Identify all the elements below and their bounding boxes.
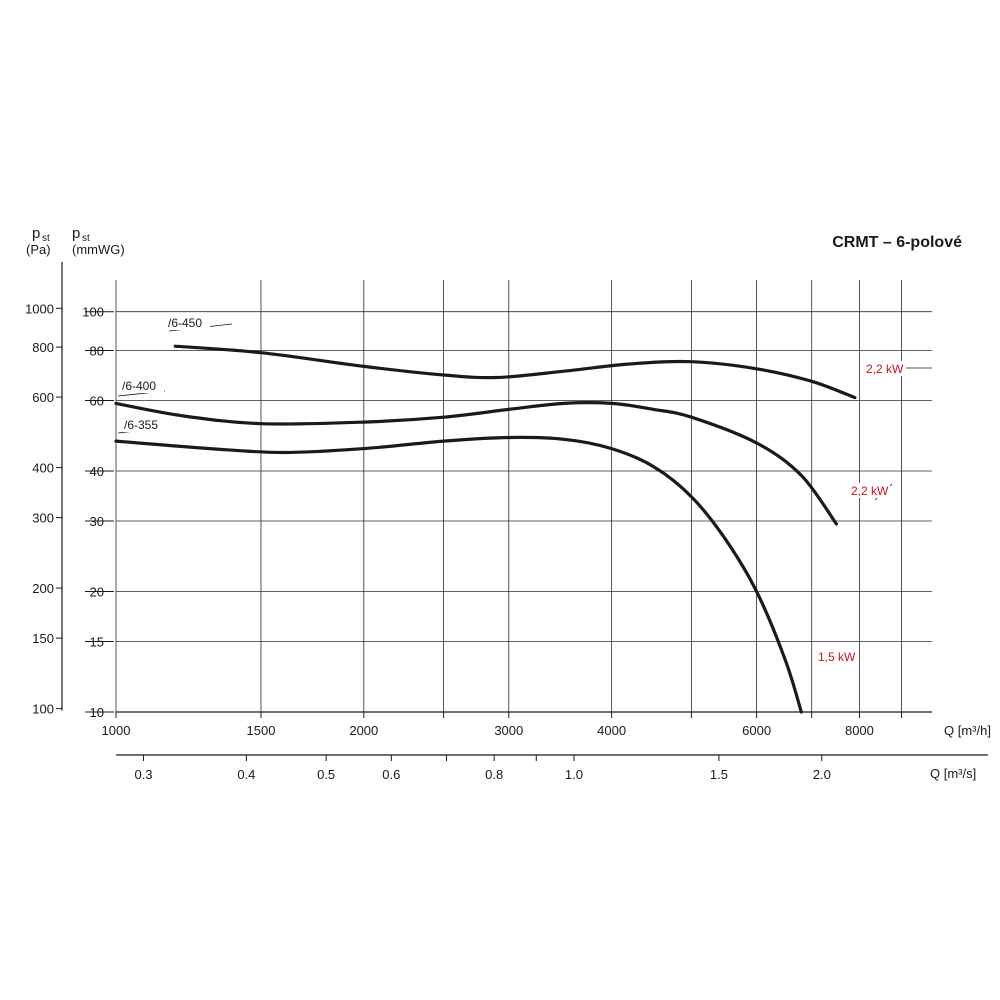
series-line — [114, 435, 803, 714]
y-mmwg-tick-label: 30 — [90, 514, 104, 529]
y-mmwg-tick-label: 60 — [90, 394, 104, 409]
x2-tick-label: 0.8 — [485, 767, 503, 782]
y-left-subscript: st — [42, 233, 50, 244]
x-axis-label: Q [m³/h] — [944, 723, 991, 738]
y-pa-tick-label: 1000 — [25, 301, 54, 316]
series-6-355: /6-355 1,5 kW — [114, 418, 857, 714]
x2-axis-label: Q [m³/s] — [930, 766, 976, 781]
x-tick-label: 1000 — [102, 723, 131, 738]
series: /6-450 2,2 kW/6-400 2,2 kW/6-355 1,5 kW — [114, 316, 932, 714]
y-pa-tick-label: 150 — [32, 631, 54, 646]
grid — [115, 280, 932, 713]
y-mmwg-tick-label: 20 — [90, 584, 104, 599]
y-pa-tick-label: 400 — [32, 461, 54, 476]
series-name-label: /6-400 — [122, 379, 156, 393]
y-pa-tick-label: 300 — [32, 511, 54, 526]
y-pa-tick-label: 200 — [32, 581, 54, 596]
y-right-unit: (mmWG) — [72, 242, 125, 257]
x2-tick-label: 0.3 — [134, 767, 152, 782]
y-mmwg-tick-label: 10 — [90, 705, 104, 720]
power-label-bg — [848, 483, 890, 498]
axes: 10 15 20 30 40 60 80 100 100 150 200 300 400 600 800 10… — [25, 262, 988, 782]
series-label-bg — [122, 418, 166, 432]
series-label-bg — [120, 379, 164, 393]
y-mmwg-tick-label: 15 — [90, 635, 104, 650]
y-right-subscript: st — [82, 233, 90, 244]
power-label: 2,2 kW — [851, 484, 889, 498]
series-label-bg — [166, 316, 210, 330]
x-tick-label: 8000 — [845, 723, 874, 738]
y-left-symbol: p — [32, 225, 40, 242]
x2-tick-label: 2.0 — [813, 767, 831, 782]
power-label: 2,2 kW — [866, 362, 904, 376]
x2-tick-label: 1.5 — [710, 767, 728, 782]
y-right-symbol: p — [72, 225, 80, 242]
x-tick-label: 1500 — [247, 723, 276, 738]
series-6-450: /6-450 2,2 kW — [166, 316, 932, 400]
series-6-400: /6-400 2,2 kW — [114, 379, 893, 526]
x2-tick-label: 0.4 — [237, 767, 255, 782]
chart-title: CRMT – 6-polové — [832, 234, 962, 251]
x-tick-label: 3000 — [494, 723, 523, 738]
series-name-label: /6-355 — [124, 418, 158, 432]
x-tick-label: 6000 — [742, 723, 771, 738]
y-mmwg-tick-label: 100 — [82, 305, 104, 320]
power-label-bg — [815, 649, 857, 664]
power-label: 1,5 kW — [818, 650, 856, 664]
y-pa-tick-label: 100 — [32, 702, 54, 717]
x-tick-label: 2000 — [349, 723, 378, 738]
y-pa-tick-label: 600 — [32, 390, 54, 405]
y-mmwg-tick-label: 40 — [90, 464, 104, 479]
series-line — [114, 401, 838, 526]
series-name-label: /6-450 — [168, 316, 202, 330]
x2-tick-label: 0.5 — [317, 767, 335, 782]
x-tick-label: 4000 — [597, 723, 626, 738]
y-left-unit: (Pa) — [26, 242, 51, 257]
series-line — [173, 344, 857, 400]
x2-tick-label: 1.0 — [565, 767, 583, 782]
y-pa-tick-label: 800 — [32, 340, 54, 355]
power-label-bg — [863, 361, 905, 376]
x2-tick-label: 0.6 — [382, 767, 400, 782]
y-mmwg-tick-label: 80 — [90, 343, 104, 358]
